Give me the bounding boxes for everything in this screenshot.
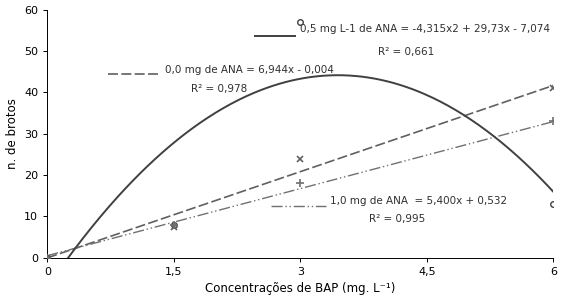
Y-axis label: n. de brotos: n. de brotos xyxy=(6,98,19,169)
Text: R² = 0,978: R² = 0,978 xyxy=(166,84,248,94)
Text: 0,5 mg L-1 de ANA = -4,315x2 + 29,73x - 7,074: 0,5 mg L-1 de ANA = -4,315x2 + 29,73x - … xyxy=(300,24,550,34)
Text: R² = 0,661: R² = 0,661 xyxy=(300,47,434,57)
Text: R² = 0,995: R² = 0,995 xyxy=(330,214,425,225)
Text: 1,0 mg de ANA  = 5,400x + 0,532: 1,0 mg de ANA = 5,400x + 0,532 xyxy=(330,196,507,206)
Text: 0,0 mg de ANA = 6,944x - 0,004: 0,0 mg de ANA = 6,944x - 0,004 xyxy=(166,65,334,76)
X-axis label: Concentrações de BAP (mg. L⁻¹): Concentrações de BAP (mg. L⁻¹) xyxy=(205,282,395,296)
